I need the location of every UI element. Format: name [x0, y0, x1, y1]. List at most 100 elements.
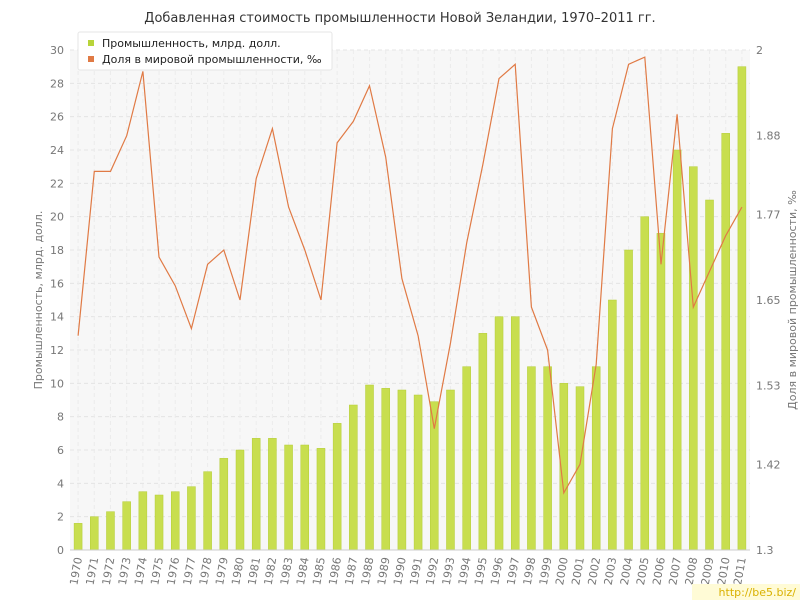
y-left-tick-18: 18 — [50, 244, 64, 257]
y-right-tick-1.88: 1.88 — [756, 130, 781, 143]
bar-2009 — [705, 199, 714, 551]
x-tick-1971: 1971 — [84, 556, 102, 586]
bar-1978 — [203, 471, 212, 551]
bar-1984 — [300, 444, 310, 551]
x-tick-2008: 2008 — [683, 556, 701, 586]
x-tick-1991: 1991 — [407, 556, 425, 586]
bar-1970 — [73, 523, 83, 551]
y-left-tick-28: 28 — [50, 77, 64, 90]
bar-1999 — [543, 366, 552, 551]
bar-1982 — [268, 438, 277, 551]
x-tick-2000: 2000 — [553, 556, 571, 586]
y-left-tick-4: 4 — [57, 477, 64, 490]
x-tick-2001: 2001 — [569, 556, 587, 586]
bar-2002 — [591, 366, 601, 551]
x-tick-1977: 1977 — [181, 556, 199, 586]
bar-1990 — [397, 389, 407, 551]
x-tick-2005: 2005 — [634, 556, 652, 586]
bar-2006 — [656, 233, 666, 551]
x-tick-2011: 2011 — [731, 556, 749, 586]
x-tick-1992: 1992 — [424, 556, 442, 586]
y-right-tick-2: 2 — [756, 44, 763, 57]
line-series — [77, 56, 743, 495]
x-tick-1981: 1981 — [245, 556, 263, 586]
x-tick-1975: 1975 — [148, 556, 166, 586]
bar-1986 — [332, 423, 342, 551]
y-left-tick-6: 6 — [57, 444, 64, 457]
bar-1985 — [316, 448, 326, 551]
y-axis-right-ticks: 1.3 1.42 1.53 1.65 1.77 1.88 2 — [756, 44, 781, 557]
bar-2007 — [672, 149, 682, 551]
bar-1977 — [187, 486, 196, 551]
x-tick-1994: 1994 — [456, 556, 474, 586]
x-tick-1983: 1983 — [278, 556, 296, 586]
y-right-tick-1.3: 1.3 — [756, 544, 774, 557]
bar-1980 — [235, 449, 245, 551]
chart-title: Добавленная стоимость промышленности Нов… — [144, 11, 655, 26]
y-left-tick-14: 14 — [50, 311, 64, 324]
x-tick-1990: 1990 — [391, 556, 409, 586]
x-tick-1978: 1978 — [197, 556, 215, 586]
legend-line-label: Доля в мировой промышленности, ‰ — [102, 53, 322, 66]
bar-1991 — [413, 394, 423, 551]
y-left-tick-12: 12 — [50, 344, 64, 357]
legend-bar-label: Промышленность, млрд. долл. — [102, 37, 281, 50]
watermark-background — [692, 584, 800, 600]
bar-1983 — [284, 444, 293, 551]
x-tick-2003: 2003 — [602, 556, 620, 586]
bar-series — [73, 66, 747, 551]
bar-1994 — [462, 366, 471, 551]
y-left-tick-26: 26 — [50, 111, 64, 124]
y-left-tick-24: 24 — [50, 144, 64, 157]
plot-area — [70, 50, 750, 550]
x-tick-2004: 2004 — [618, 556, 636, 586]
x-tick-1985: 1985 — [310, 556, 328, 586]
bar-1981 — [251, 438, 261, 551]
y-left-tick-22: 22 — [50, 177, 64, 190]
x-axis-ticks: 1970197119721973197419751976197719781979… — [67, 556, 748, 586]
bar-1992 — [430, 401, 439, 551]
bar-2005 — [640, 216, 650, 551]
y-left-tick-0: 0 — [57, 544, 64, 557]
y-left-tick-16: 16 — [50, 277, 64, 290]
bar-1997 — [510, 316, 520, 551]
y-right-tick-1.65: 1.65 — [756, 294, 781, 307]
x-tick-1980: 1980 — [229, 556, 247, 586]
x-tick-1986: 1986 — [326, 556, 344, 586]
x-tick-1998: 1998 — [521, 556, 539, 586]
bar-2010 — [721, 133, 730, 551]
x-tick-2006: 2006 — [650, 556, 668, 586]
bar-1971 — [90, 516, 99, 551]
bar-2011 — [737, 66, 747, 551]
x-tick-1987: 1987 — [343, 556, 361, 586]
x-tick-1974: 1974 — [132, 556, 150, 586]
y-right-tick-1.77: 1.77 — [756, 208, 781, 221]
bar-1972 — [106, 511, 115, 551]
x-tick-1989: 1989 — [375, 556, 393, 586]
bar-1996 — [494, 316, 504, 551]
y-left-tick-30: 30 — [50, 44, 64, 57]
x-tick-1979: 1979 — [213, 556, 231, 586]
legend: Промышленность, млрд. долл. Доля в миров… — [77, 31, 333, 71]
x-tick-1993: 1993 — [440, 556, 458, 586]
x-tick-2007: 2007 — [666, 556, 684, 586]
y-right-tick-1.42: 1.42 — [756, 458, 781, 471]
bar-1995 — [478, 333, 488, 551]
bar-1998 — [527, 366, 536, 551]
x-tick-1999: 1999 — [537, 556, 555, 586]
legend-line-swatch — [88, 56, 94, 62]
bar-1974 — [138, 491, 148, 551]
x-tick-1997: 1997 — [505, 556, 523, 586]
bar-1988 — [365, 384, 374, 551]
bar-1979 — [219, 458, 229, 551]
bar-1975 — [154, 494, 164, 551]
y-left-tick-10: 10 — [50, 377, 64, 390]
watermark-text: http://be5.biz/ — [719, 586, 797, 599]
x-tick-2002: 2002 — [585, 556, 603, 586]
bar-2004 — [624, 249, 633, 551]
x-tick-1995: 1995 — [472, 556, 490, 586]
bar-1989 — [381, 388, 390, 551]
x-tick-1996: 1996 — [488, 556, 506, 586]
x-tick-2009: 2009 — [699, 556, 717, 586]
